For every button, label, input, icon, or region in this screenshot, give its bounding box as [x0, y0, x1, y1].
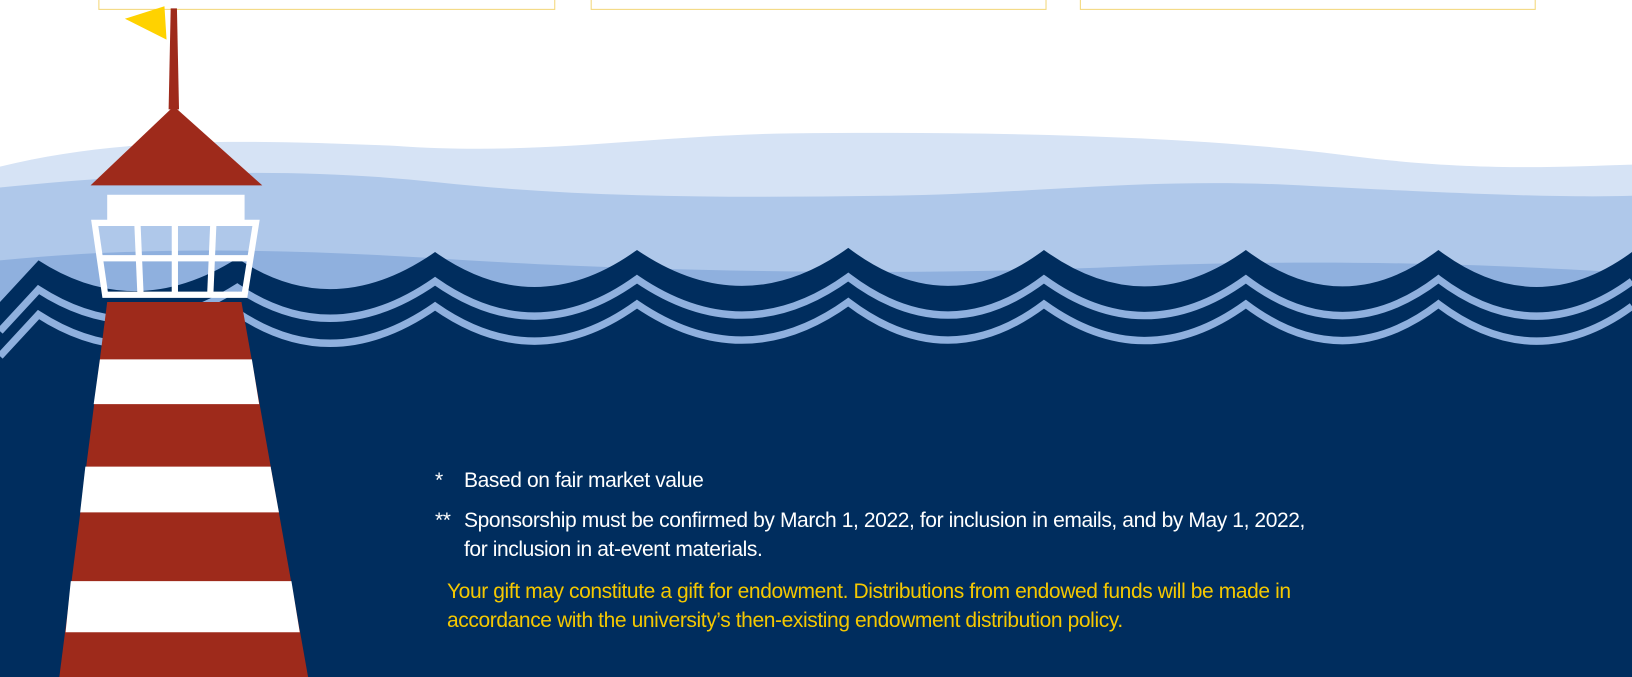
spire	[168, 8, 180, 110]
lantern	[107, 194, 245, 222]
card	[590, 0, 1047, 10]
footnote-marker: **	[435, 509, 451, 532]
flag	[124, 6, 167, 40]
roof	[90, 106, 263, 186]
footnote-text: Based on fair market value	[464, 469, 704, 492]
card	[1079, 0, 1536, 10]
sea	[0, 247, 1632, 677]
wave-line	[0, 272, 1632, 334]
gallery	[91, 219, 260, 298]
footnote-marker: *	[435, 469, 443, 492]
endowment-notice: Your gift may constitute a gift for endo…	[447, 580, 1291, 632]
footnote-text: Sponsorship must be confirmed by March 1…	[464, 509, 1305, 561]
card	[98, 0, 556, 10]
tower-stripes	[65, 359, 300, 633]
